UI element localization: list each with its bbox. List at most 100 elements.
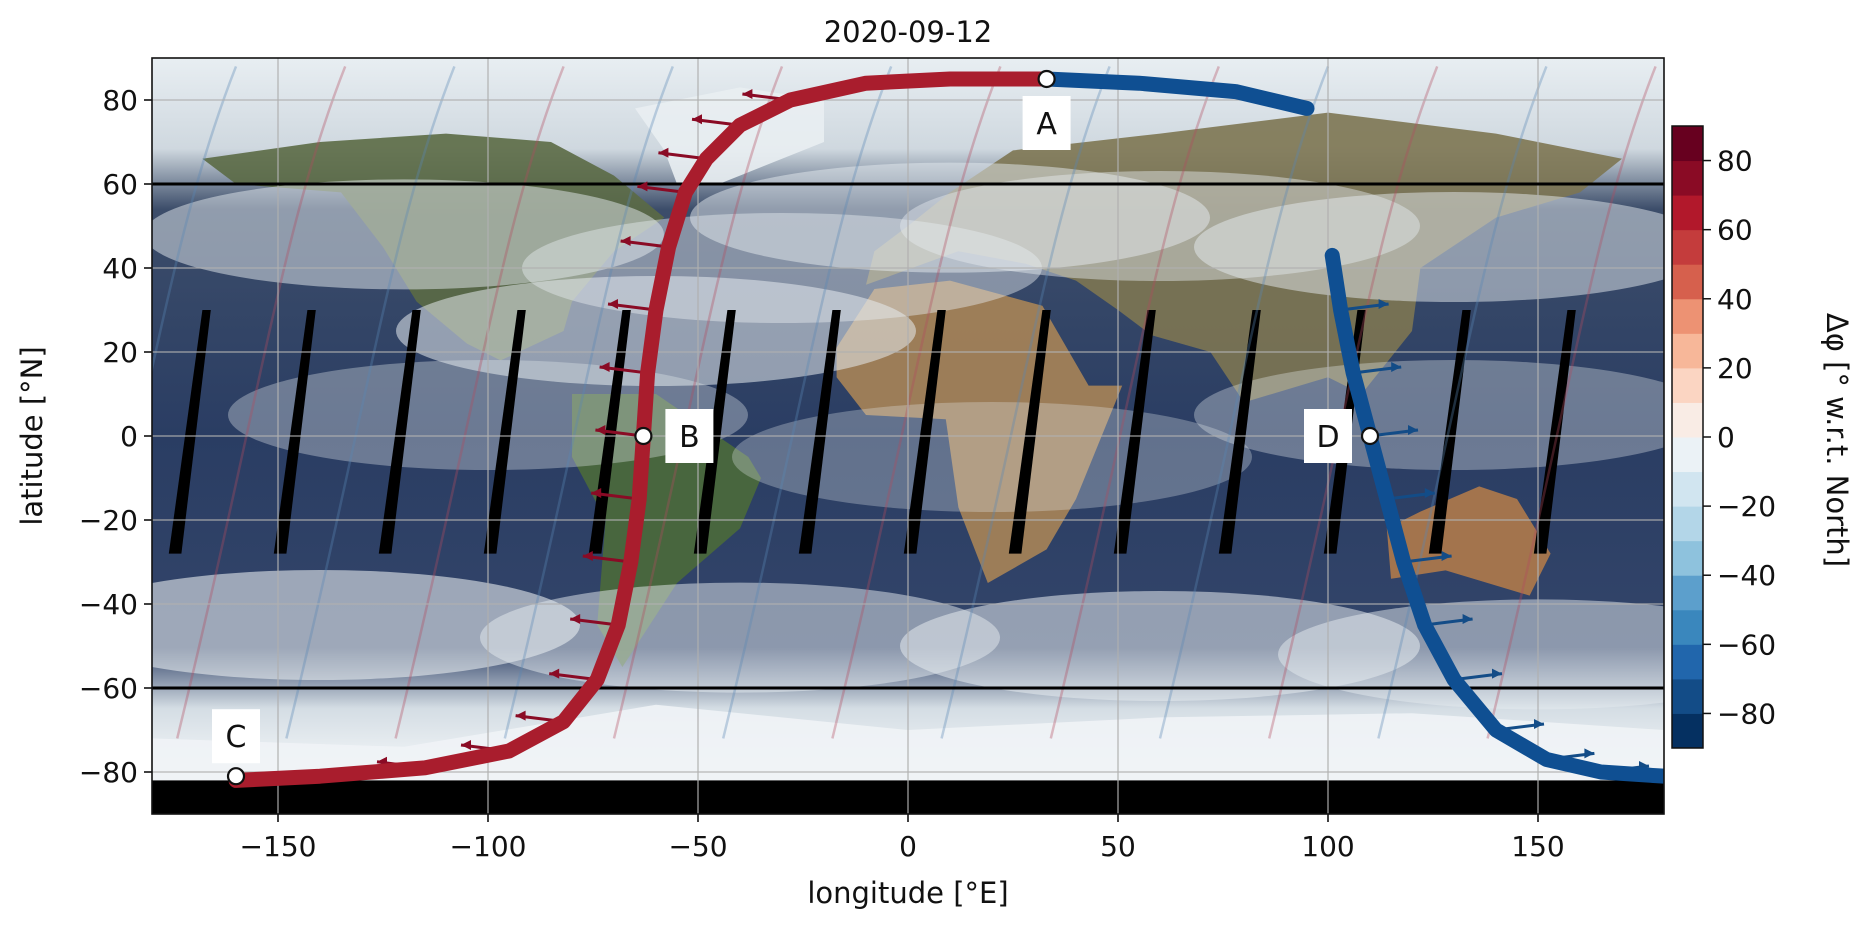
colorbar-tick-label-4: 0 xyxy=(1717,421,1735,454)
cloud-band-5 xyxy=(1194,192,1664,302)
latitude-reference-lines xyxy=(152,182,1664,690)
colorbar-level-9 xyxy=(1672,402,1703,438)
track-arrow-head-0-11 xyxy=(608,299,618,309)
track-arrow-head-0-3 xyxy=(461,740,471,750)
colorbar-level-3 xyxy=(1672,609,1703,645)
colorbar-level-5 xyxy=(1672,540,1703,576)
swath-trace-7 xyxy=(831,65,1002,739)
no-data-wedge-10 xyxy=(1218,310,1261,554)
y-tick-label-6: 40 xyxy=(102,252,138,285)
colorbar-level-10 xyxy=(1672,367,1703,403)
x-tick-label-6: 150 xyxy=(1511,830,1564,863)
swath-trace-4 xyxy=(503,65,674,739)
track-arrow-head-2-8 xyxy=(1534,719,1544,729)
orbit-track-0 xyxy=(228,71,1055,788)
orbit-track-1 xyxy=(1039,71,1315,116)
track-arrow-head-0-12 xyxy=(620,236,631,246)
track-arrow-head-2-2 xyxy=(1391,362,1402,372)
swath-trace-6 xyxy=(721,65,893,739)
track-arrow-head-2-3 xyxy=(1408,425,1418,435)
swath-trace-11 xyxy=(1267,65,1439,739)
colorbar-level-0 xyxy=(1672,713,1703,749)
swath-trace-13 xyxy=(1486,65,1657,739)
track-arrow-head-0-4 xyxy=(515,710,526,721)
y-tick-label-8: 80 xyxy=(102,84,138,117)
x-tick-label-5: 100 xyxy=(1301,830,1354,863)
orbit-tracks xyxy=(228,71,1664,788)
point-label-B: B xyxy=(679,420,700,455)
point-marker-A xyxy=(1037,69,1056,89)
track-arrow-head-2-9 xyxy=(1584,748,1595,759)
y-tick-label-5: 20 xyxy=(102,336,138,369)
colorbar-level-14 xyxy=(1672,229,1703,265)
swath-trace-0 xyxy=(152,65,238,375)
colorbar-tick-label-2: −40 xyxy=(1717,559,1776,592)
no-data-wedge-9 xyxy=(1113,310,1156,554)
point-label-box-A xyxy=(1022,96,1071,150)
track-arrow-head-0-7 xyxy=(582,551,593,561)
x-tick-label-0: −150 xyxy=(240,830,317,863)
colorbar-tick-label-6: 40 xyxy=(1717,283,1753,316)
track-arrow-head-0-16 xyxy=(742,89,753,99)
swath-trace-1 xyxy=(175,65,347,739)
colorbar-tick-label-0: −80 xyxy=(1717,697,1776,730)
x-tick-label-4: 50 xyxy=(1100,830,1136,863)
landmass-australia xyxy=(1386,486,1551,596)
earth-imagery xyxy=(152,58,1664,814)
colorbar-level-17 xyxy=(1672,126,1703,162)
point-label-box-C xyxy=(212,709,260,764)
cloud-band-9 xyxy=(1278,599,1664,710)
colorbar-level-6 xyxy=(1672,506,1703,542)
colorbar-label: Δφ [° w.r.t. North] xyxy=(1820,313,1853,567)
no-data-wedge-0 xyxy=(168,310,211,554)
colorbar-level-12 xyxy=(1672,298,1703,334)
cloud-band-8 xyxy=(900,591,1420,701)
track-arrow-head-0-15 xyxy=(692,114,702,125)
track-arrow-head-2-5 xyxy=(1441,551,1452,561)
swath-trace-10 xyxy=(1158,65,1330,739)
track-arrow-head-0-14 xyxy=(658,147,669,158)
colorbar-tick-label-7: 60 xyxy=(1717,214,1753,247)
track-arrow-head-2-1 xyxy=(1378,299,1389,309)
x-tick-label-1: −100 xyxy=(450,830,527,863)
point-label-box-B xyxy=(665,409,714,463)
point-marker-B xyxy=(634,426,653,446)
track-arrow-head-0-5 xyxy=(549,668,560,679)
track-arrow-head-0-6 xyxy=(570,614,581,624)
colorbar-level-8 xyxy=(1672,437,1703,473)
swath-trace-8 xyxy=(940,65,1111,739)
x-tick-label-2: −50 xyxy=(668,830,727,863)
no-data-wedge-2 xyxy=(378,310,421,554)
colorbar-level-2 xyxy=(1672,644,1703,680)
point-label-D: D xyxy=(1316,420,1339,455)
no-data-wedge-3 xyxy=(483,310,526,554)
x-axis-ticks: −150 −100 −50 0 50 100 150 xyxy=(240,814,1565,863)
colorbar-level-11 xyxy=(1672,333,1703,369)
colorbar-level-7 xyxy=(1672,471,1703,507)
colorbar-tick-label-5: 20 xyxy=(1717,352,1753,385)
colorbar-level-1 xyxy=(1672,678,1703,714)
chart-title: 2020-09-12 xyxy=(824,15,993,49)
no-data-wedge-1 xyxy=(273,310,316,554)
no-data-wedge-12 xyxy=(1428,310,1471,554)
colorbar-tick-label-3: −20 xyxy=(1717,490,1776,523)
no-data-wedge-7 xyxy=(903,310,946,554)
cloud-band-6 xyxy=(152,570,580,680)
no-data-wedge-6 xyxy=(798,310,841,554)
point-label-box-D xyxy=(1304,409,1352,463)
y-tick-label-1: −60 xyxy=(79,672,138,705)
colorbar-level-15 xyxy=(1672,195,1703,231)
track-arrow-head-0-9 xyxy=(595,425,606,435)
swath-trace-9 xyxy=(1049,65,1220,739)
y-tick-label-4: 0 xyxy=(120,420,138,453)
no-data-wedge-5 xyxy=(693,310,736,554)
track-points: A B C D xyxy=(212,69,1380,786)
point-marker-D xyxy=(1360,426,1380,446)
y-tick-label-2: −40 xyxy=(79,588,138,621)
point-marker-C xyxy=(226,767,246,786)
colorbar: −80 −60 −40 −20 0 20 40 60 80 xyxy=(1671,125,1776,749)
track-arrow-head-0-13 xyxy=(637,181,648,192)
track-arrow-head-2-7 xyxy=(1492,668,1502,679)
y-axis-label: latitude [°N] xyxy=(15,346,49,525)
